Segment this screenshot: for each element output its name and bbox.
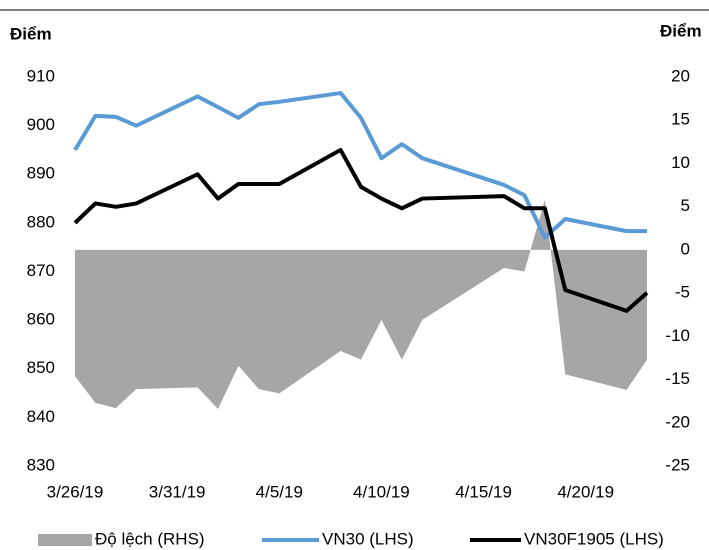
y-tick-label: 850 [27, 358, 55, 377]
y-tick-label: 880 [27, 212, 55, 231]
y2-tick-label: 5 [681, 196, 690, 215]
y2-axis-title: Điểm [660, 21, 702, 40]
y2-tick-label: 0 [681, 239, 690, 258]
y-tick-label: 860 [27, 310, 55, 329]
y2-tick-label: -20 [665, 412, 690, 431]
y-tick-label: 840 [27, 407, 55, 426]
x-tick-label: 4/10/19 [353, 482, 410, 501]
legend-swatch [38, 534, 92, 546]
y2-tick-label: -15 [665, 369, 690, 388]
x-tick-label: 4/20/19 [557, 482, 614, 501]
line [73, 91, 647, 240]
y2-tick-label: 20 [671, 66, 690, 85]
y2-tick-label: -10 [665, 326, 690, 345]
y2-tick-label: 15 [671, 110, 690, 129]
y2-tick-label: -25 [665, 455, 690, 474]
legend-label: Độ lệch (RHS) [95, 529, 205, 548]
y-axis-title: Điểm [10, 24, 52, 43]
legend-label: VN30 (LHS) [322, 529, 414, 548]
y-tick-label: 910 [27, 66, 55, 85]
x-tick-label: 3/26/19 [47, 482, 104, 501]
y-tick-label: 890 [27, 164, 55, 183]
y2-tick-label: 10 [671, 153, 690, 172]
legend-label: VN30F1905 (LHS) [524, 529, 664, 548]
x-tick-label: 4/5/19 [256, 482, 303, 501]
x-tick-label: 4/15/19 [455, 482, 512, 501]
area [75, 199, 647, 409]
y2-tick-label: -5 [675, 283, 690, 302]
y-tick-label: 870 [27, 261, 55, 280]
y-tick-label: 900 [27, 115, 55, 134]
y-tick-label: 830 [27, 455, 55, 474]
x-tick-label: 3/31/19 [149, 482, 206, 501]
line [73, 147, 649, 313]
